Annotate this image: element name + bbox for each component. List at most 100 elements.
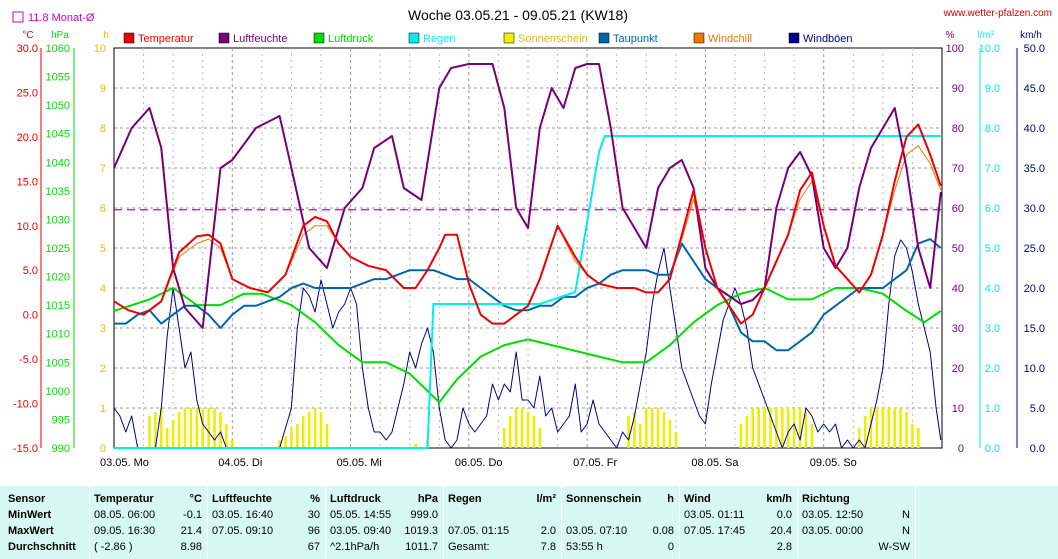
sunshine-bar (520, 408, 524, 448)
sunshine-bar (160, 408, 163, 448)
stats-column (208, 486, 326, 559)
sunshine-bar (183, 408, 187, 448)
gust-axis-tick: 5.0 (1030, 403, 1045, 415)
sunshine-axis-tick: 2 (100, 363, 106, 375)
sunshine-bar (917, 428, 920, 448)
sunshine-axis-tick: 1 (100, 403, 106, 415)
stats-cell-time: 03.05. 07:10 (566, 525, 628, 537)
humidity-axis-tick: 50 (952, 243, 964, 255)
sunshine-bar (781, 408, 784, 448)
stats-cell-value: 7.8 (540, 541, 556, 553)
x-tick-label: 09.05. So (810, 457, 857, 469)
sunshine-bar (644, 408, 648, 448)
sunshine-bar (810, 424, 814, 448)
website-label[interactable]: www.wetter-pfalzen.com (943, 8, 1052, 19)
stats-column (444, 486, 562, 559)
legend-label-gust: Windböen (803, 33, 853, 45)
stats-cell-time: 03.05. 09:40 (330, 525, 392, 537)
pressure-axis-tick: 995 (52, 414, 70, 426)
legend-swatch-windchill (693, 32, 705, 44)
sunshine-bar (656, 408, 660, 448)
sunshine-bar (307, 412, 311, 448)
sunshine-bar (745, 416, 749, 448)
stats-cell-value: 0.08 (652, 525, 674, 537)
rain-axis-tick: 1.0 (985, 403, 1000, 415)
temperature-axis-tick: 20.0 (17, 132, 38, 144)
pressure-axis-tick: 1035 (46, 186, 70, 198)
sunshine-bar (177, 412, 181, 448)
sunshine-bar (319, 412, 323, 448)
sunshine-bar (627, 416, 630, 448)
stats-col-header: Luftfeuchte (212, 493, 272, 505)
stats-cell-time: 03.05. 16:40 (212, 509, 274, 521)
sunshine-bar (278, 440, 281, 448)
weather-chart: Woche 03.05.21 - 09.05.21 (KW18) www.wet… (12, 7, 1052, 469)
sunshine-bar (538, 428, 542, 448)
sunshine-bar (301, 416, 305, 448)
stats-row-label: Sensor (8, 493, 46, 505)
rain-axis-tick: 8.0 (985, 123, 1000, 135)
stats-cell-value: 8.98 (180, 541, 202, 553)
stats-cell-value: 999.0 (410, 509, 438, 521)
rain-axis-tick: 9.0 (985, 83, 1000, 95)
stats-cell-time: 07.05. 09:10 (212, 525, 274, 537)
x-tick-label: 06.05. Do (455, 457, 503, 469)
legend-label-dewpoint: Taupunkt (613, 33, 658, 45)
rain-axis-tick: 0.0 (985, 443, 1000, 455)
stats-col-unit: hPa (417, 493, 438, 505)
sunshine-bar (171, 420, 175, 448)
pressure-axis-tick: 1055 (46, 72, 70, 84)
sunshine-bar (739, 424, 743, 448)
stats-col-header: Temperatur (94, 493, 154, 505)
pressure-axis-tick: 1060 (46, 43, 70, 55)
pressure-axis-tick: 990 (52, 443, 70, 455)
stats-cell-value: N (902, 525, 910, 537)
sunshine-bar (290, 428, 293, 448)
sunshine-bar (296, 424, 299, 448)
stats-column (798, 486, 916, 559)
avg-legend-icon (12, 11, 24, 23)
pressure-axis-tick: 1025 (46, 243, 70, 255)
gust-axis-tick: 20.0 (1024, 283, 1045, 295)
stats-cell-time: 53:55 h (566, 541, 603, 553)
pressure-axis-tick: 1050 (46, 100, 70, 112)
stats-cell-value: 0 (667, 541, 674, 553)
pressure-axis-tick: 1015 (46, 300, 70, 312)
gust-axis-tick: 45.0 (1024, 83, 1045, 95)
sunshine-bar (763, 408, 766, 448)
stats-column (0, 486, 90, 559)
humidity-axis-unit: % (946, 30, 955, 41)
sunshine-axis-tick: 8 (100, 123, 106, 135)
gust-axis-tick: 50.0 (1024, 43, 1045, 55)
sunshine-bar (284, 436, 287, 448)
stats-row-label: MinWert (8, 509, 52, 521)
stats-row-label: Durchschnitt (8, 541, 76, 553)
humidity-axis-tick: 0 (958, 443, 964, 455)
sunshine-bar (154, 412, 157, 448)
temperature-axis-tick: 25.0 (17, 87, 38, 99)
stats-cell-value: W-SW (878, 541, 910, 553)
legend-label-windchill: Windchill (708, 33, 752, 45)
sunshine-bar (225, 424, 228, 448)
stats-col-header: Luftdruck (330, 493, 381, 505)
stats-cell-value: -0.1 (183, 509, 202, 521)
pressure-line (113, 287, 942, 404)
temperature-axis-tick: 10.0 (17, 221, 38, 233)
temperature-axis-tick: 15.0 (17, 176, 38, 188)
rain-axis-tick: 2.0 (985, 363, 1000, 375)
humidity-axis-tick: 60 (952, 203, 964, 215)
sunshine-bar (219, 412, 222, 448)
stats-col-header: Regen (448, 493, 482, 505)
stats-cell-value: 2.8 (776, 541, 792, 553)
rain-axis-tick: 4.0 (985, 283, 1000, 295)
stats-cell-value: 30 (307, 509, 320, 521)
temperature-line (113, 123, 942, 325)
stats-cell-time: 05.05. 14:55 (330, 509, 392, 521)
sunshine-bar (911, 424, 914, 448)
legend-swatch-sunshine (503, 32, 515, 44)
legend-label-temperature: Temperatur (138, 33, 194, 45)
rain-axis-tick: 5.0 (985, 243, 1000, 255)
sunshine-axis-tick: 7 (100, 163, 106, 175)
stats-column (562, 486, 680, 559)
sunshine-bar (165, 428, 169, 448)
